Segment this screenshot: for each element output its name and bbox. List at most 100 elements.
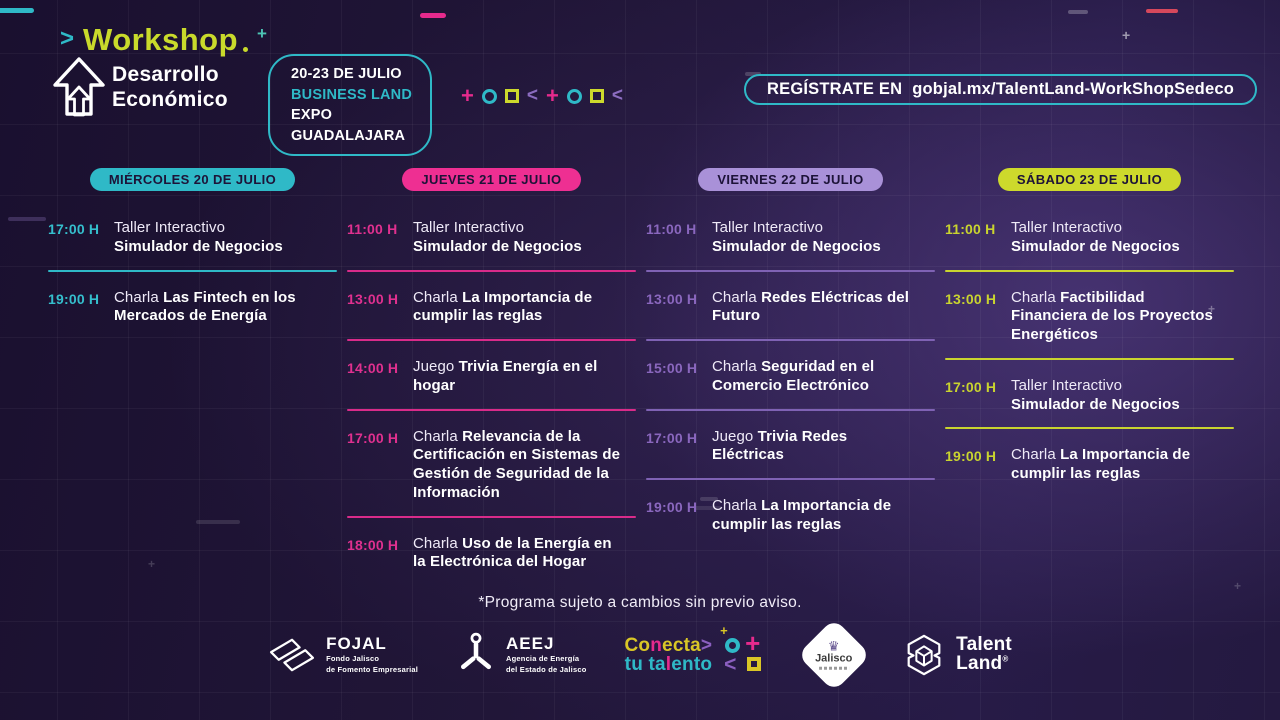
event-kind: Taller Interactivo: [1011, 376, 1123, 394]
jalisco-crest-icon: ♛: [828, 638, 840, 654]
brand-subtitle-line1: Desarrollo: [112, 63, 219, 86]
event-kind: Taller Interactivo: [712, 219, 824, 236]
conecta-word: tu ta: [624, 654, 666, 675]
sparkle-icon: +: [720, 623, 728, 638]
event-title: Redes Eléctricas del Futuro: [712, 288, 909, 325]
event-time: 13:00 H: [646, 290, 698, 307]
event-divider: [945, 357, 1234, 360]
deco-plus-icon: +: [461, 83, 474, 108]
dash-decoration: [745, 72, 761, 76]
square-icon: [747, 657, 762, 671]
event-title: Simulador de Negocios: [1011, 395, 1180, 413]
schedule-column-1: MIÉRCOLES 20 DE JULIO 17:00 H Taller Inter…: [48, 168, 337, 572]
brand-lockup: > Workshop +: [60, 22, 267, 58]
dash-decoration: [700, 497, 718, 501]
schedule-event: 19:00 H Charla La Importancia de cumplir …: [945, 446, 1234, 484]
schedule-event: 19:00 H Charla La Importancia de cumplir …: [646, 497, 935, 535]
event-divider: [945, 427, 1234, 430]
event-text: Taller Interactivo Simulador de Negocios: [1011, 219, 1219, 257]
event-title: Relevancia de la Certificación en Sistem…: [413, 427, 621, 501]
conecta-word: l: [665, 654, 672, 675]
event-title: Las Fintech en los Mercados de Energía: [114, 288, 296, 325]
event-venue: BUSINESS LAND: [291, 86, 413, 103]
event-kind: Charla: [712, 358, 757, 375]
event-text: Charla Uso de la Energía en la Electróni…: [413, 535, 621, 573]
event-location: EXPO GUADALAJARA: [291, 107, 406, 144]
day-pill: MIÉRCOLES 20 DE JULIO: [89, 168, 296, 191]
conecta-word: Co: [624, 634, 651, 656]
event-divider: [347, 515, 636, 518]
event-text: Juego Trivia Energía en el hogar: [413, 358, 621, 396]
deco-square-icon: [589, 89, 604, 103]
event-text: Taller Interactivo Simulador de Negocios: [413, 219, 621, 257]
schedule-event: 11:00 H Taller Interactivo Simulador de N…: [945, 219, 1234, 257]
dash-decoration: [1068, 10, 1088, 14]
event-divider: [646, 269, 935, 272]
schedule-event: 13:00 H Charla La Importancia de cumplir …: [347, 289, 636, 327]
event-time: 11:00 H: [945, 221, 996, 237]
registered-mark: ®: [1002, 654, 1009, 664]
day-pill-wrap: SÁBADO 23 DE JULIO: [945, 168, 1234, 191]
event-time: 13:00 H: [945, 290, 997, 307]
event-text: Charla Redes Eléctricas del Futuro: [712, 289, 920, 327]
schedule-event: 11:00 H Taller Interactivo Simulador de N…: [646, 219, 935, 257]
brand-title: Workshop: [83, 22, 239, 57]
event-divider: [347, 269, 636, 272]
register-pill[interactable]: REGÍSTRATE EN gobjal.mx/TalentLand-WorkS…: [744, 74, 1257, 105]
deco-circle-icon: [481, 88, 497, 104]
event-time: 11:00 H: [646, 221, 697, 237]
jalisco-name: Jalisco: [815, 652, 853, 665]
fojal-logo: FOJAL Fondo Jalisco de Fomento Empresari…: [268, 634, 418, 676]
event-kind: Charla: [413, 288, 458, 306]
event-title: Simulador de Negocios: [1011, 237, 1180, 255]
talent-land-icon: [907, 634, 941, 676]
aeej-name: AEEJ: [506, 634, 555, 654]
conecta-word: n: [650, 634, 663, 656]
fojal-icon: [270, 638, 315, 672]
schedule-event: 17:00 H Taller Interactivo Simulador de N…: [48, 219, 337, 257]
sparkle-icon: +: [1122, 27, 1131, 43]
day-pill: JUEVES 21 DE JULIO: [402, 168, 581, 191]
event-kind: Juego: [413, 358, 455, 375]
dash-decoration: [0, 8, 34, 13]
chevron-right-icon: >: [60, 25, 75, 52]
schedule-event: 18:00 H Charla Uso de la Energía en la El…: [347, 535, 636, 573]
event-title: La Importancia de cumplir las reglas: [712, 497, 892, 533]
conecta-word: ento: [671, 654, 713, 675]
event-title: Uso de la Energía en la Electrónica del …: [413, 534, 612, 571]
event-kind: Charla: [114, 288, 159, 306]
event-time: 19:00 H: [945, 448, 997, 465]
schedule-event: 13:00 H Charla Redes Eléctricas del Futur…: [646, 289, 935, 327]
event-kind: Charla: [413, 427, 458, 445]
sparkle-icon: +: [1208, 302, 1216, 316]
jalisco-bar-decoration: [819, 667, 850, 671]
event-title: Simulador de Negocios: [114, 237, 283, 255]
event-text: Charla La Importancia de cumplir las reg…: [413, 289, 621, 327]
aeej-logo: AEEJ Agencia de Energía del Estado de Ja…: [456, 631, 586, 679]
event-kind: Charla: [1011, 288, 1056, 306]
dash-decoration: [1146, 9, 1178, 13]
event-title: Trivia Redes Eléctricas: [712, 427, 848, 464]
event-time: 19:00 H: [48, 290, 100, 307]
fojal-tagline-line2: de Fomento Empresarial: [326, 665, 419, 674]
brand-subtitle: Desarrollo Económico: [112, 63, 228, 113]
event-kind: Charla: [712, 288, 757, 306]
event-kind: Charla: [1011, 446, 1056, 464]
register-url[interactable]: gobjal.mx/TalentLand-WorkShopSedeco: [912, 80, 1234, 98]
event-kind: Charla: [712, 497, 757, 514]
footnote: *Programa sujeto a cambios sin previo av…: [478, 594, 802, 611]
event-kind: Taller Interactivo: [1011, 219, 1123, 236]
talent-line1: Talent: [956, 634, 1012, 656]
event-divider: [646, 408, 935, 411]
dash-decoration: [420, 13, 446, 18]
event-divider: [347, 339, 636, 341]
event-time: 18:00 H: [347, 536, 399, 553]
deco-circle-icon: [566, 88, 582, 104]
schedule-event: 13:00 H Charla Factibilidad Financiera de…: [945, 289, 1234, 345]
schedule-event: 15:00 H Charla Seguridad en el Comercio E…: [646, 358, 935, 396]
schedule-event: 17:00 H Taller Interactivo Simulador de N…: [945, 377, 1234, 415]
event-divider: [945, 269, 1234, 272]
event-divider: [347, 408, 636, 411]
chevron-left-icon: <: [724, 653, 737, 676]
schedule-event: 14:00 H Juego Trivia Energía en el hogar: [347, 358, 636, 396]
